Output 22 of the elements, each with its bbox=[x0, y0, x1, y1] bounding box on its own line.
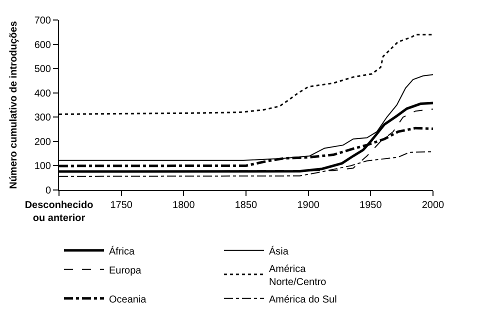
x-tick-label: 1800 bbox=[172, 200, 196, 211]
x-tick-label: 1850 bbox=[234, 200, 258, 211]
y-tick-label: 500 bbox=[34, 64, 52, 76]
y-tick-label: 400 bbox=[34, 88, 52, 100]
x-tick-label: 1750 bbox=[110, 200, 133, 211]
legend-label: Europa bbox=[109, 265, 142, 276]
y-tick-label: 600 bbox=[34, 40, 52, 51]
x-tick-label: Desconhecido ou anterior bbox=[24, 200, 94, 224]
y-axis-title: Número cumulativo de introduções bbox=[8, 20, 20, 189]
y-tick-label: 300 bbox=[34, 112, 52, 124]
legend-label: Oceania bbox=[109, 294, 147, 306]
y-tick-label: 100 bbox=[34, 161, 52, 172]
legend-label: Ásia bbox=[269, 245, 289, 258]
legend-label: América do Sul bbox=[269, 294, 337, 306]
y-tick-label: 0 bbox=[45, 186, 52, 196]
x-tick-label: 2000 bbox=[422, 200, 445, 211]
x-tick-label: 1900 bbox=[297, 200, 320, 211]
x-tick-label: 1950 bbox=[360, 200, 382, 211]
legend-label: África bbox=[109, 245, 135, 258]
legend-label: América Norte/Centro bbox=[269, 264, 327, 288]
y-tick-label: 200 bbox=[34, 136, 52, 148]
y-tick-label: 700 bbox=[34, 16, 52, 26]
